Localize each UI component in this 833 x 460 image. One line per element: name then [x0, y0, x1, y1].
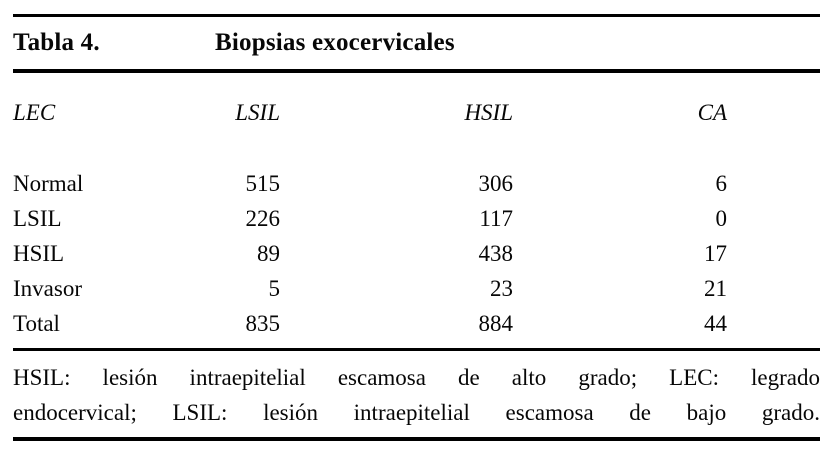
paper-table: Tabla 4. Biopsias exocervicales LEC LSIL…	[0, 14, 833, 441]
footnote-line-2: endocervical; LSIL: lesión intraepitelia…	[13, 400, 820, 425]
table-row-total: Total 835 884 44	[13, 306, 820, 341]
table-row: HSIL 89 438 17	[13, 236, 820, 271]
table-label: Tabla 4.	[13, 29, 100, 56]
caption-rule	[13, 69, 820, 73]
cell-value: 515	[245, 171, 281, 196]
table-caption: Tabla 4. Biopsias exocervicales	[13, 17, 820, 69]
table-title: Biopsias exocervicales	[215, 29, 455, 56]
row-label: Normal	[13, 171, 84, 196]
cell-value: 835	[245, 311, 281, 336]
column-header-hsil: HSIL	[464, 100, 513, 125]
footnote-rule	[13, 348, 820, 351]
row-label: LSIL	[13, 206, 62, 231]
cell-value: 226	[245, 206, 281, 231]
column-header-lsil: LSIL	[235, 100, 280, 125]
cell-value: 5	[268, 276, 281, 301]
bottom-rule	[13, 437, 820, 441]
cell-value: 89	[257, 241, 280, 266]
footnote-line-1: HSIL: lesión intraepitelial escamosa de …	[13, 365, 820, 390]
table-header-row: LEC LSIL HSIL CA	[13, 100, 820, 126]
column-header-lec: LEC	[13, 100, 56, 125]
cell-value: 117	[479, 206, 513, 231]
row-label: Total	[13, 311, 60, 336]
cell-value: 884	[478, 311, 514, 336]
cell-value: 17	[704, 241, 727, 266]
table-row: LSIL 226 117 0	[13, 201, 820, 236]
table-footnote: HSIL: lesión intraepitelial escamosa de …	[13, 351, 820, 430]
cell-value: 6	[715, 171, 728, 196]
table-row: Invasor 5 23 21	[13, 271, 820, 306]
row-label: Invasor	[13, 276, 82, 301]
table-row: Normal 515 306 6	[13, 166, 820, 201]
cell-value: 44	[704, 311, 727, 336]
row-label: HSIL	[13, 241, 65, 266]
cell-value: 0	[715, 206, 728, 231]
cell-value: 23	[490, 276, 513, 301]
cell-value: 21	[704, 276, 727, 301]
header-body-gap	[13, 126, 820, 166]
cell-value: 306	[478, 171, 514, 196]
column-header-ca: CA	[697, 100, 727, 125]
top-rule	[13, 14, 820, 17]
cell-value: 438	[478, 241, 514, 266]
